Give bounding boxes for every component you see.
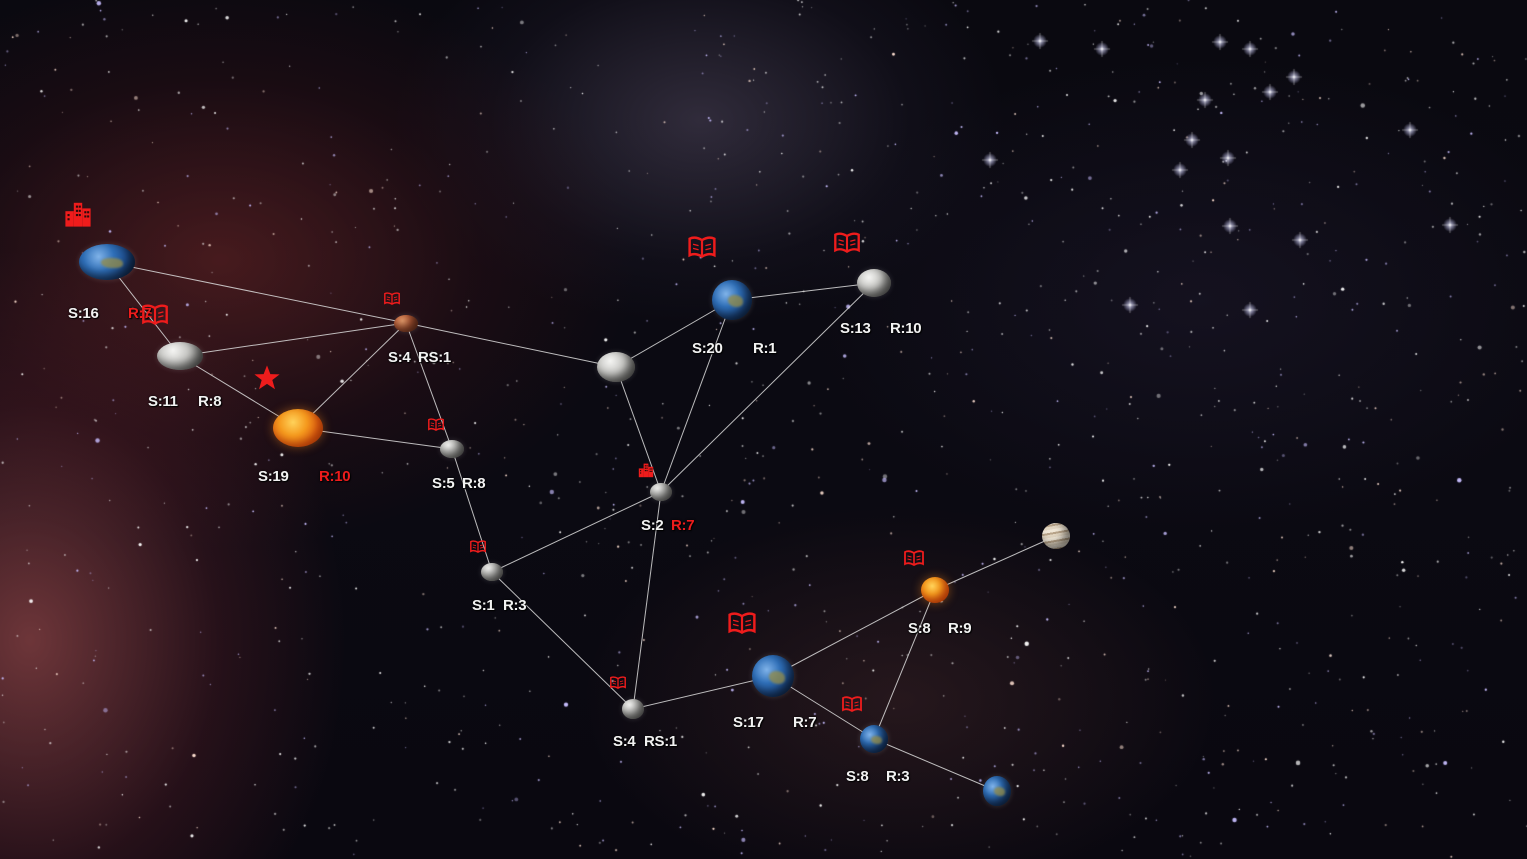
hyperlane-n15-n16: [873, 738, 998, 792]
planet-jupiter-n14[interactable]: [1042, 523, 1070, 549]
hyperlane-n8-n9: [660, 282, 875, 493]
planet-resource-label: R:10: [890, 320, 922, 337]
hyperlane-n9-n10: [491, 491, 662, 573]
hyperlane-n6-n9: [615, 366, 662, 493]
planet-resource-label: R:9: [948, 620, 972, 637]
planet-resource-label: R:8: [462, 475, 486, 492]
star-icon: [253, 364, 281, 392]
book-icon: [688, 236, 716, 258]
book-icon: [834, 232, 860, 253]
planet-moon-n2[interactable]: [157, 342, 203, 370]
planet-resource-label: R:3: [503, 597, 527, 614]
hyperlane-n7-n9: [660, 299, 733, 493]
planet-sun-n13[interactable]: [921, 577, 949, 603]
hyperlane-n1-n3: [106, 261, 407, 324]
planet-stat-label: S:19: [258, 468, 289, 485]
book-icon: [904, 550, 924, 566]
planet-resource-label: R:7: [128, 305, 152, 322]
planet-stat-label: S:11: [148, 393, 178, 410]
buildings-icon: [638, 462, 654, 478]
planet-resource-label: R:1: [753, 340, 777, 357]
planet-moon-n6[interactable]: [597, 352, 635, 382]
hyperlane-n6-n7: [615, 299, 733, 368]
hyperlane-n13-n14: [934, 535, 1057, 591]
hyperlane-n10-n11: [491, 571, 634, 710]
hyperlane-n11-n12: [632, 675, 774, 710]
planet-resource-label: RS:1: [644, 733, 677, 750]
hyperlane-n7-n8: [731, 282, 875, 301]
hyperlane-n2-n3: [179, 322, 407, 357]
planet-earth-n16[interactable]: [983, 776, 1011, 806]
planet-moon-n10[interactable]: [481, 563, 503, 581]
planet-moon-n9[interactable]: [650, 483, 672, 501]
hyperlane-n12-n13: [772, 589, 936, 677]
planet-stat-label: S:17: [733, 714, 764, 731]
hyperlane-n4-n5: [297, 427, 453, 450]
planet-sun-n4[interactable]: [273, 409, 323, 447]
planet-resource-label: R:10: [319, 468, 351, 485]
planet-moon-n11[interactable]: [622, 699, 644, 719]
planet-earth-n12[interactable]: [752, 655, 794, 697]
book-icon: [842, 696, 862, 712]
planet-stat-label: S:1: [472, 597, 495, 614]
planet-stat-label: S:5: [432, 475, 455, 492]
planet-resource-label: R:8: [198, 393, 222, 410]
planet-moon-n8[interactable]: [857, 269, 891, 297]
book-icon: [610, 676, 626, 689]
book-icon: [728, 612, 756, 634]
hyperlane-n3-n4: [297, 322, 407, 429]
book-icon: [470, 540, 486, 553]
planet-earth-n15[interactable]: [860, 725, 888, 753]
planet-mars-n3[interactable]: [394, 314, 418, 332]
hyperlane-n5-n10: [451, 448, 493, 573]
hyperlane-n9-n11: [632, 491, 662, 710]
planet-moon-n5[interactable]: [440, 440, 464, 458]
hyperlane-n3-n5: [405, 322, 453, 450]
hyperlane-n13-n15: [873, 589, 936, 740]
planet-stat-label: S:8: [846, 768, 869, 785]
planet-stat-label: S:20: [692, 340, 723, 357]
planet-earth-n7[interactable]: [712, 280, 752, 320]
planet-resource-label: RS:1: [418, 349, 451, 366]
planet-stat-label: S:16: [68, 305, 99, 322]
planet-stat-label: S:4: [388, 349, 411, 366]
planet-stat-label: S:13: [840, 320, 871, 337]
planet-resource-label: R:3: [886, 768, 910, 785]
hyperlane-n3-n6: [405, 322, 617, 368]
planet-stat-label: S:4: [613, 733, 636, 750]
planet-earth-n1[interactable]: [79, 244, 135, 280]
book-icon: [142, 304, 168, 325]
planet-resource-label: R:7: [793, 714, 817, 731]
book-icon: [384, 292, 400, 305]
planet-resource-label: R:7: [671, 517, 695, 534]
planet-stat-label: S:8: [908, 620, 931, 637]
book-icon: [428, 418, 444, 431]
buildings-icon: [64, 200, 92, 228]
planet-stat-label: S:2: [641, 517, 664, 534]
